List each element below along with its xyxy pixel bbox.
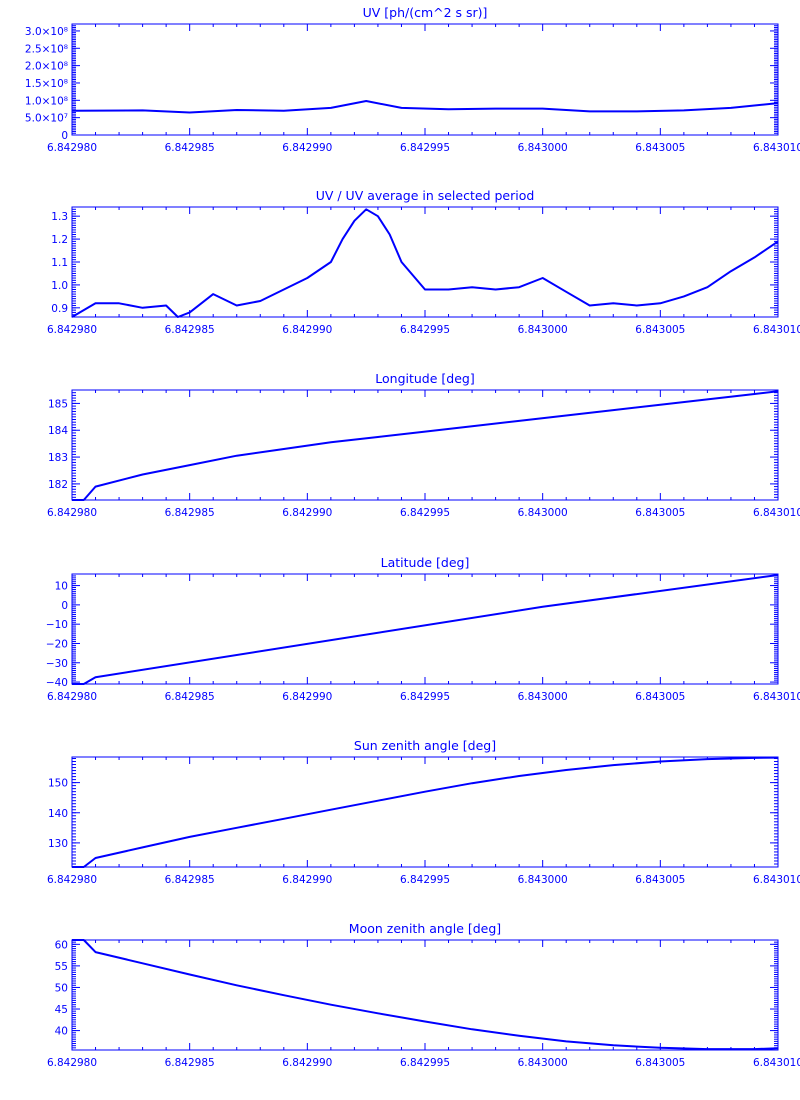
y-tick-label: 10	[55, 581, 68, 593]
y-tick-label: 150	[48, 778, 68, 790]
panel-latitude: Latitude [deg] 6.842980 6.842985 6.842990 6.…	[46, 555, 800, 703]
x-tick-label: 6.842990	[282, 324, 332, 336]
panel-moon-zenith: Moon zenith angle [deg] 6.842980 6.842985 6…	[47, 921, 800, 1069]
x-tick-label: 6.843000	[518, 874, 568, 886]
x-tick-label: 6.843005	[635, 1057, 685, 1069]
y-tick-label: 1.5×10⁸	[25, 78, 68, 90]
y-tick-label: 2.5×10⁸	[25, 43, 68, 55]
y-tick-label: 50	[55, 982, 68, 994]
y-tick-label: 185	[48, 398, 68, 410]
series-line-latitude	[72, 574, 779, 685]
x-tick-label: 6.842980	[47, 324, 97, 336]
x-tick-label: 6.843005	[635, 324, 685, 336]
y-tick-label: 184	[48, 425, 68, 437]
x-tick-label: 6.842995	[400, 1057, 450, 1069]
x-tick-label: 6.842980	[47, 142, 97, 154]
series-line-moon-zenith	[72, 939, 779, 1051]
x-tick-label: 6.842980	[47, 874, 97, 886]
chart-title: Latitude [deg]	[381, 555, 470, 570]
x-tick-label: 6.843000	[518, 142, 568, 154]
y-tick-label: 55	[55, 961, 68, 973]
plot-frame	[71, 939, 779, 1051]
x-tick-label: 6.842985	[165, 1057, 215, 1069]
y-tick-label: 40	[55, 1026, 68, 1038]
x-tick-label: 6.843010	[753, 691, 800, 703]
plot-frame	[71, 389, 779, 501]
x-tick-label: 6.843010	[753, 1057, 800, 1069]
y-tick-label: 5.0×10⁷	[25, 113, 68, 125]
x-tick-label: 6.842980	[47, 1057, 97, 1069]
y-tick-label: 130	[48, 838, 68, 850]
x-tick-label: 6.842990	[282, 507, 332, 519]
x-tick-label: 6.843000	[518, 1057, 568, 1069]
y-tick-label: 1.1	[51, 257, 68, 269]
plot-frame	[71, 756, 779, 868]
chart-title: Moon zenith angle [deg]	[349, 921, 501, 936]
y-tick-label: −10	[46, 619, 68, 631]
x-tick-label: 6.842995	[400, 142, 450, 154]
panel-sun-zenith: Sun zenith angle [deg] 6.842980 6.842985 6.…	[47, 738, 800, 886]
plot-frame	[71, 23, 779, 136]
y-tick-label: 3.0×10⁸	[25, 26, 68, 38]
y-tick-label: 45	[55, 1004, 68, 1016]
series-line-uv-ratio	[71, 208, 779, 318]
x-tick-label: 6.843010	[753, 142, 800, 154]
y-tick-label: 183	[48, 452, 68, 464]
y-tick-label: −20	[46, 638, 68, 650]
x-tick-label: 6.842995	[400, 324, 450, 336]
x-tick-label: 6.843000	[518, 507, 568, 519]
y-tick-label: 0.9	[51, 303, 68, 315]
y-tick-label: 0	[61, 130, 68, 142]
panel-longitude: Longitude [deg] 6.842980 6.842985 6.842990 6…	[47, 371, 800, 519]
y-tick-label: 182	[48, 479, 68, 491]
y-tick-label: 1.3	[51, 211, 68, 223]
x-tick-label: 6.843010	[753, 874, 800, 886]
x-tick-label: 6.842985	[165, 691, 215, 703]
x-tick-label: 6.842990	[282, 142, 332, 154]
x-tick-label: 6.843005	[635, 507, 685, 519]
x-tick-label: 6.843005	[635, 874, 685, 886]
y-tick-label: 0	[61, 600, 68, 612]
series-line-uv	[71, 100, 779, 114]
y-tick-label: 60	[55, 939, 68, 951]
x-tick-label: 6.842990	[282, 874, 332, 886]
x-tick-label: 6.842980	[47, 507, 97, 519]
plot-frame	[71, 573, 779, 685]
x-tick-label: 6.842995	[400, 874, 450, 886]
series-line-longitude	[72, 390, 779, 501]
y-tick-label: 1.2	[51, 234, 68, 246]
y-tick-label: 140	[48, 808, 68, 820]
y-tick-label: −40	[46, 677, 68, 689]
y-tick-label: 1.0	[51, 280, 68, 292]
x-tick-label: 6.842985	[165, 874, 215, 886]
x-tick-label: 6.843000	[518, 691, 568, 703]
series-line-sun-zenith	[72, 756, 779, 868]
x-tick-label: 6.842985	[165, 507, 215, 519]
chart-title: Sun zenith angle [deg]	[354, 738, 496, 753]
x-tick-label: 6.842995	[400, 691, 450, 703]
panel-uv: UV [ph/(cm^2 s sr)] 6.842980 6.842985 6.842…	[25, 5, 800, 154]
x-tick-label: 6.842985	[165, 324, 215, 336]
y-tick-label: 2.0×10⁸	[25, 61, 68, 73]
x-tick-label: 6.842990	[282, 1057, 332, 1069]
x-tick-label: 6.842980	[47, 691, 97, 703]
chart-title: Longitude [deg]	[375, 371, 474, 386]
x-tick-label: 6.843000	[518, 324, 568, 336]
x-tick-label: 6.843010	[753, 507, 800, 519]
chart-title: UV [ph/(cm^2 s sr)]	[363, 5, 488, 20]
x-tick-label: 6.842985	[165, 142, 215, 154]
y-tick-label: −30	[46, 658, 68, 670]
panel-uv-ratio: UV / UV average in selected period 6.8429…	[47, 188, 800, 336]
x-tick-label: 6.842990	[282, 691, 332, 703]
y-tick-label: 1.0×10⁸	[25, 95, 68, 107]
x-tick-label: 6.842995	[400, 507, 450, 519]
x-tick-label: 6.843005	[635, 142, 685, 154]
chart-title: UV / UV average in selected period	[316, 188, 535, 203]
x-tick-label: 6.843005	[635, 691, 685, 703]
x-tick-label: 6.843010	[753, 324, 800, 336]
